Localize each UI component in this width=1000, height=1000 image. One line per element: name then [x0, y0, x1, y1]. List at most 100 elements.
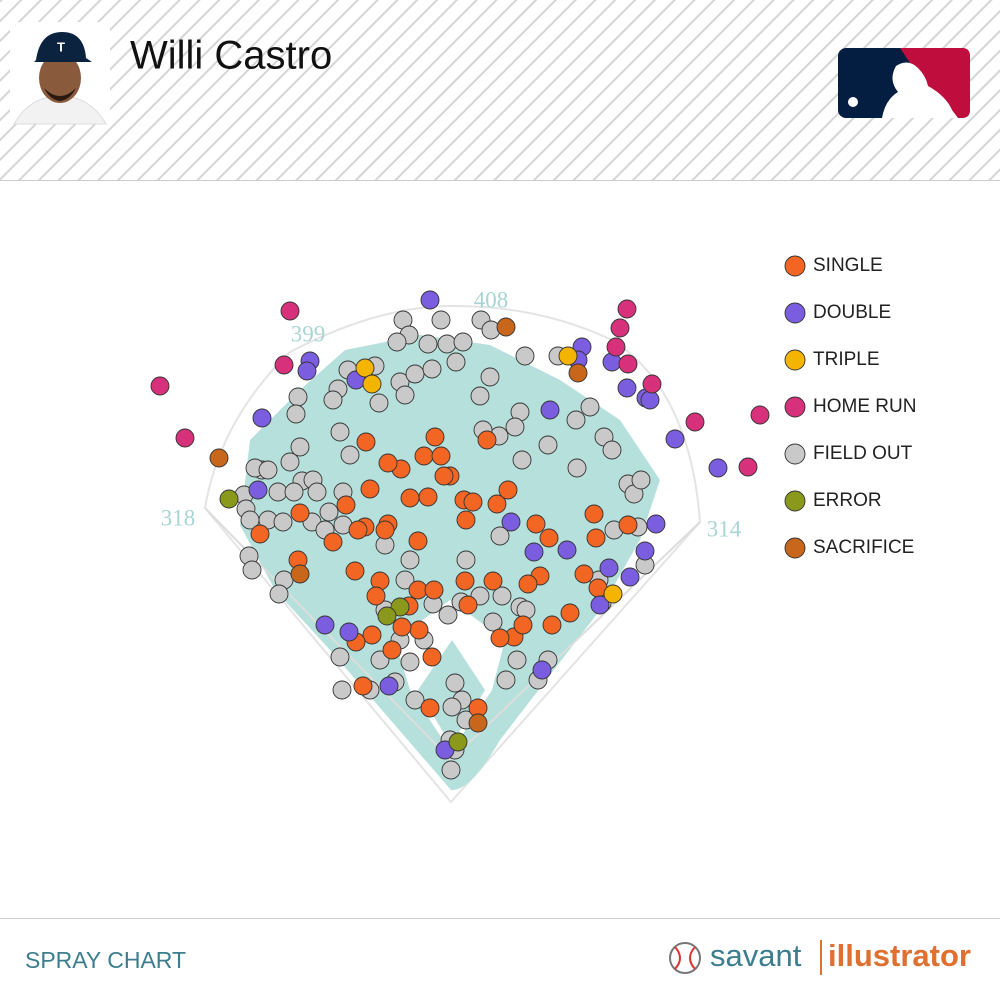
legend-swatch [784, 396, 806, 418]
hit-point [375, 520, 395, 540]
hit-point [400, 652, 420, 672]
legend-label: FIELD OUT [813, 443, 913, 464]
hit-point [392, 617, 412, 637]
hit-point [566, 410, 586, 430]
legend-label: SACRIFICE [813, 537, 914, 558]
hit-point [515, 346, 535, 366]
hit-point [580, 397, 600, 417]
hit-point [408, 580, 428, 600]
legend-label: HOME RUN [813, 396, 916, 417]
hit-point [369, 393, 389, 413]
hit-point [574, 564, 594, 584]
hit-point [483, 612, 503, 632]
hit-point [539, 528, 559, 548]
hit-point [297, 361, 317, 381]
hit-point [382, 640, 402, 660]
hit-point [387, 332, 407, 352]
hit-point [617, 378, 637, 398]
hit-point [284, 482, 304, 502]
hit-point [620, 567, 640, 587]
hit-point [558, 346, 578, 366]
hit-point [642, 374, 662, 394]
hit-point [518, 574, 538, 594]
hit-point [434, 466, 454, 486]
hit-point [448, 732, 468, 752]
hit-point [542, 615, 562, 635]
hit-point [507, 650, 527, 670]
legend-swatch [784, 443, 806, 465]
hit-point [567, 458, 587, 478]
svg-text:T: T [57, 39, 65, 54]
hit-point [360, 479, 380, 499]
hit-point [424, 580, 444, 600]
legend-swatch [784, 490, 806, 512]
hit-point [395, 385, 415, 405]
hit-point [307, 482, 327, 502]
hit-point [557, 540, 577, 560]
hit-point [248, 480, 268, 500]
legend-label: SINGLE [813, 255, 883, 276]
hit-point [422, 647, 442, 667]
hit-point [258, 460, 278, 480]
hit-point [708, 458, 728, 478]
hit-point [437, 334, 457, 354]
hit-point [422, 359, 442, 379]
hit-point [487, 494, 507, 514]
hit-point [512, 450, 532, 470]
hit-point [268, 482, 288, 502]
hit-point [362, 625, 382, 645]
hit-point [175, 428, 195, 448]
hit-point [395, 570, 415, 590]
savant-logo-ball [669, 942, 701, 974]
header-background [0, 0, 1000, 180]
hit-point [455, 571, 475, 591]
hit-point [468, 713, 488, 733]
hit-point [319, 502, 339, 522]
legend-swatch [784, 255, 806, 277]
hit-point [618, 515, 638, 535]
hit-point [438, 605, 458, 625]
hit-point [492, 586, 512, 606]
hit-point [362, 374, 382, 394]
hit-point [501, 512, 521, 532]
hit-point [513, 615, 533, 635]
hit-point [290, 564, 310, 584]
legend-swatch [784, 302, 806, 324]
hit-point [599, 558, 619, 578]
hit-point [219, 489, 239, 509]
legend-swatch [784, 349, 806, 371]
hit-point [480, 367, 500, 387]
hit-point [400, 488, 420, 508]
hit-point [286, 404, 306, 424]
hit-point [400, 550, 420, 570]
hit-point [323, 390, 343, 410]
hit-point [366, 586, 386, 606]
hit-point [377, 606, 397, 626]
hit-point [280, 452, 300, 472]
hit-point [606, 337, 626, 357]
hit-point [453, 332, 473, 352]
hit-point [340, 445, 360, 465]
legend-label: TRIPLE [813, 349, 880, 370]
legend-swatch [784, 537, 806, 559]
hit-point [431, 310, 451, 330]
hit-point [290, 437, 310, 457]
hit-point [273, 512, 293, 532]
hit-point [445, 673, 465, 693]
hit-point [345, 561, 365, 581]
distance-label: 399 [291, 321, 326, 346]
points [150, 290, 770, 780]
hit-point [496, 670, 516, 690]
legend-label: ERROR [813, 490, 882, 511]
hit-point [356, 432, 376, 452]
hit-point [348, 520, 368, 540]
hit-point [524, 542, 544, 562]
legend-label: DOUBLE [813, 302, 891, 323]
hit-point [418, 487, 438, 507]
hit-point [442, 697, 462, 717]
hit-point [640, 390, 660, 410]
hit-point [409, 620, 429, 640]
hit-point [336, 495, 356, 515]
hit-point [280, 301, 300, 321]
hit-point [250, 524, 270, 544]
